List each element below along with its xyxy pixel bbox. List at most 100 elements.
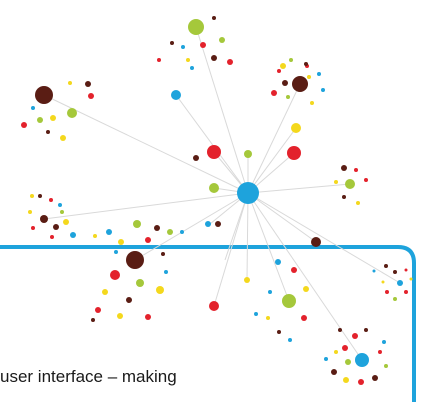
- network-node-7: [170, 41, 174, 45]
- network-node-102: [404, 268, 408, 272]
- network-node-120: [358, 379, 364, 385]
- network-node-99: [397, 280, 403, 286]
- network-node-72: [167, 229, 173, 235]
- edge-line-16: [247, 192, 317, 243]
- network-node-108: [372, 269, 376, 273]
- network-node-10: [211, 55, 217, 61]
- network-node-101: [393, 270, 397, 274]
- edge-line-18: [247, 127, 297, 194]
- network-node-95: [277, 330, 281, 334]
- network-node-47: [341, 165, 347, 171]
- network-node-64: [60, 210, 64, 214]
- network-node-113: [342, 345, 348, 351]
- network-node-59: [31, 226, 35, 230]
- network-node-76: [110, 270, 120, 280]
- edge-line-1: [195, 26, 249, 194]
- network-node-41: [287, 146, 301, 160]
- network-node-82: [117, 313, 123, 319]
- network-node-22: [271, 90, 277, 96]
- edge-line-2: [247, 83, 301, 194]
- edge-line-8: [247, 192, 401, 284]
- network-node-54: [30, 194, 34, 198]
- edge-line-6: [247, 192, 290, 302]
- network-node-55: [38, 194, 42, 198]
- network-node-110: [338, 328, 342, 332]
- edge-line-15: [246, 192, 249, 281]
- edge-line-9: [247, 192, 363, 361]
- network-node-81: [95, 307, 101, 313]
- node-layer: [21, 16, 413, 385]
- network-node-26: [291, 123, 301, 133]
- network-node-37: [60, 135, 66, 141]
- network-node-4: [219, 37, 225, 43]
- network-node-115: [345, 359, 351, 365]
- network-node-78: [156, 286, 164, 294]
- network-node-100: [384, 264, 388, 268]
- network-node-103: [409, 277, 413, 281]
- network-node-123: [382, 340, 386, 344]
- network-node-105: [385, 290, 389, 294]
- network-node-89: [244, 277, 250, 283]
- network-node-98: [288, 338, 292, 342]
- network-node-16: [277, 69, 281, 73]
- network-node-13: [190, 66, 194, 70]
- network-node-33: [50, 115, 56, 121]
- network-node-9: [157, 58, 161, 62]
- edge-line-14: [213, 192, 249, 307]
- edge-line-7: [43, 192, 249, 220]
- network-node-88: [209, 301, 219, 311]
- network-node-63: [70, 232, 76, 238]
- network-node-15: [280, 63, 286, 69]
- network-node-92: [303, 286, 309, 292]
- network-node-6: [181, 45, 185, 49]
- network-node-71: [154, 225, 160, 231]
- network-node-56: [49, 198, 53, 202]
- network-node-5: [200, 42, 206, 48]
- network-node-86: [311, 237, 321, 247]
- network-node-122: [324, 357, 328, 361]
- caption-text: user interface – making: [0, 367, 177, 386]
- network-node-117: [384, 364, 388, 368]
- network-node-69: [118, 239, 124, 245]
- network-node-25: [321, 88, 325, 92]
- network-node-19: [317, 72, 321, 76]
- network-node-94: [266, 316, 270, 320]
- network-node-84: [91, 318, 95, 322]
- network-node-20: [307, 75, 311, 79]
- network-node-58: [28, 210, 32, 214]
- network-node-30: [85, 81, 91, 87]
- network-node-2: [188, 19, 204, 35]
- network-node-75: [161, 252, 165, 256]
- network-node-32: [67, 108, 77, 118]
- network-node-83: [145, 314, 151, 320]
- network-node-27: [304, 62, 308, 66]
- network-node-3: [212, 16, 216, 20]
- edge-line-20: [224, 192, 249, 261]
- network-node-21: [282, 80, 288, 86]
- frame-border: [0, 245, 416, 402]
- network-node-79: [102, 289, 108, 295]
- frame-layer: [0, 245, 416, 402]
- network-node-96: [254, 312, 258, 316]
- network-node-23: [286, 95, 290, 99]
- network-node-77: [136, 279, 144, 287]
- network-node-85: [164, 270, 168, 274]
- network-node-45: [215, 221, 221, 227]
- network-node-46: [345, 179, 355, 189]
- network-node-67: [106, 229, 112, 235]
- network-node-106: [393, 297, 397, 301]
- network-node-14: [292, 76, 308, 92]
- network-node-49: [364, 178, 368, 182]
- network-node-65: [126, 251, 144, 269]
- edge-line-4: [134, 192, 249, 261]
- network-node-60: [53, 224, 59, 230]
- network-node-66: [133, 220, 141, 228]
- network-node-28: [35, 86, 53, 104]
- network-node-44: [205, 221, 211, 227]
- network-node-107: [404, 290, 408, 294]
- network-node-119: [343, 377, 349, 383]
- network-node-111: [352, 333, 358, 339]
- network-node-112: [364, 328, 368, 332]
- network-node-116: [378, 350, 382, 354]
